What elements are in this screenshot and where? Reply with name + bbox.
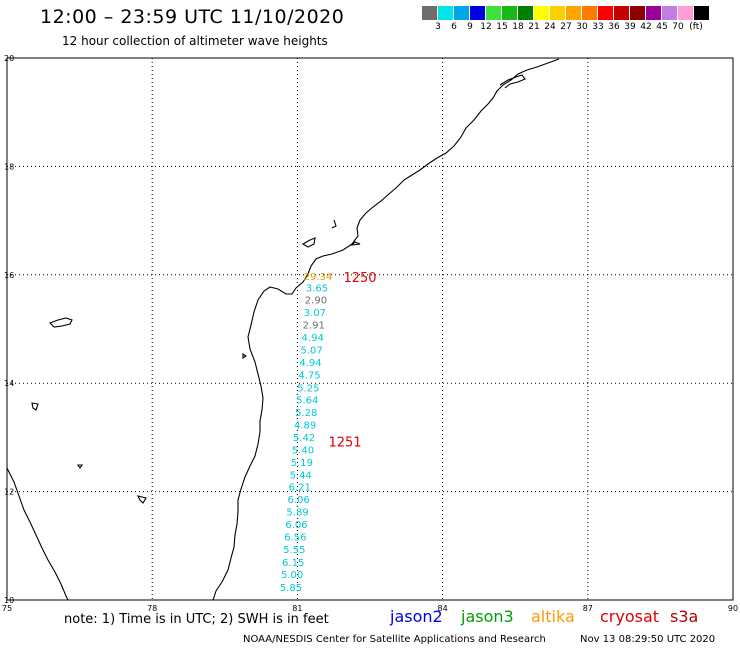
coastline-sri-lanka-tip	[6, 467, 69, 601]
colorbar-label: 6	[451, 22, 457, 32]
colorbar-label: 36	[608, 22, 620, 32]
lat-tick-label: 10	[4, 596, 14, 605]
lon-tick-label: 84	[438, 604, 448, 613]
coastline-inlet	[301, 219, 361, 248]
colorbar-swatch	[470, 6, 486, 20]
wave-height-label: 6.21	[289, 483, 311, 494]
colorbar-swatch	[486, 6, 502, 20]
colorbar-swatch	[598, 6, 614, 20]
wave-height-label: 6.56	[284, 533, 306, 544]
wave-height-label: 6.15	[282, 558, 304, 569]
legend-s3a: s3a	[670, 607, 699, 626]
track-time-label: 1251	[328, 436, 361, 451]
map-grid	[6, 57, 734, 601]
colorbar-swatch	[438, 6, 454, 20]
wave-height-label: 5.89	[286, 508, 308, 519]
track-time-label: 1250	[343, 271, 376, 286]
lat-tick-label: 16	[4, 271, 14, 280]
island-1	[49, 317, 73, 328]
island-2	[31, 402, 39, 411]
colorbar-swatch	[614, 6, 630, 20]
wave-height-label: 5.25	[297, 384, 319, 395]
legend-altika: altika	[531, 607, 575, 626]
wave-height-label: 5.85	[280, 583, 302, 594]
colorbar-label: 33	[592, 22, 604, 32]
lon-tick-label: 75	[2, 604, 12, 613]
colorbar-label: 30	[576, 22, 588, 32]
colorbar-swatch	[534, 6, 550, 20]
colorbar-label: 21	[528, 22, 540, 32]
wave-height-label: 29.34	[304, 272, 333, 283]
colorbar-label: 45	[656, 22, 668, 32]
legend-jason2: jason2	[390, 607, 443, 626]
wave-height-label: 5.44	[290, 470, 312, 481]
island-3	[76, 352, 247, 504]
wave-height-label: 5.07	[300, 346, 322, 357]
colorbar-label: 70	[672, 22, 684, 32]
wave-height-label: 5.42	[293, 433, 315, 444]
lon-tick-label: 87	[583, 604, 593, 613]
colorbar-label: 18	[512, 22, 524, 32]
wave-height-label: 2.90	[305, 296, 327, 307]
wave-height-label: 3.65	[306, 283, 328, 294]
map-tick-labels: 75 78 81 84 87 90 20 18 16 14 12 10	[2, 54, 738, 613]
lon-tick-label: 90	[728, 604, 738, 613]
wave-height-label: 4.75	[298, 371, 320, 382]
colorbar-swatch	[566, 6, 582, 20]
colorbar-label: 24	[544, 22, 556, 32]
map-frame	[6, 57, 734, 601]
wave-height-label: 4.94	[302, 333, 324, 344]
wave-height-label: 5.55	[283, 545, 305, 556]
lon-tick-label: 81	[292, 604, 302, 613]
colorbar-label: 15	[496, 22, 508, 32]
colorbar-swatch	[662, 6, 678, 20]
wave-height-label: 5.28	[295, 408, 317, 419]
colorbar-swatch	[518, 6, 534, 20]
wave-height-label: 5.40	[292, 445, 314, 456]
altimeter-track: 29.343.652.903.072.914.945.074.944.755.2…	[280, 271, 377, 594]
wave-height-label: 5.00	[281, 570, 303, 581]
lat-tick-label: 18	[4, 162, 14, 171]
credit-line: NOAA/NESDIS Center for Satellite Applica…	[243, 634, 546, 645]
colorbar-swatch	[550, 6, 566, 20]
colorbar-label: 12	[480, 22, 492, 32]
colorbar-label: 9	[467, 22, 473, 32]
colorbar-label: 42	[640, 22, 652, 32]
coastline-mainland	[212, 58, 560, 601]
generated-timestamp: Nov 13 08:29:50 UTC 2020	[580, 634, 716, 645]
coastline-bay	[499, 74, 526, 89]
colorbar-swatch	[454, 6, 470, 20]
colorbar-label: 27	[560, 22, 572, 32]
legend-jason3: jason3	[461, 607, 514, 626]
map-title: 12:00 – 23:59 UTC 11/10/2020	[40, 6, 345, 28]
map-subtitle: 12 hour collection of altimeter wave hei…	[62, 34, 328, 48]
colorbar-swatch	[422, 6, 438, 20]
legend-cryosat: cryosat	[600, 607, 660, 626]
colorbar-label: 3	[435, 22, 441, 32]
wave-height-label: 5.19	[291, 458, 313, 469]
colorbar-swatch	[502, 6, 518, 20]
wave-height-label: 2.91	[303, 321, 325, 332]
footnote: note: 1) Time is in UTC; 2) SWH is in fe…	[64, 612, 329, 627]
colorbar-label: (ft)	[689, 22, 703, 32]
colorbar-swatch	[630, 6, 646, 20]
wave-height-label: 6.06	[285, 520, 307, 531]
colorbar-swatch	[678, 6, 694, 20]
wave-height-label: 5.64	[296, 395, 318, 406]
colorbar-label: 39	[624, 22, 636, 32]
colorbar-swatch	[694, 6, 710, 20]
lat-tick-label: 14	[4, 379, 14, 388]
wave-height-label: 4.89	[294, 420, 316, 431]
lon-tick-label: 78	[147, 604, 157, 613]
lat-tick-label: 20	[4, 54, 14, 63]
colorbar-swatch	[582, 6, 598, 20]
wave-height-label: 6.06	[288, 495, 310, 506]
wave-height-colorbar	[422, 6, 710, 20]
wave-height-label: 4.94	[299, 358, 321, 369]
colorbar-swatch	[646, 6, 662, 20]
wave-height-label: 3.07	[304, 308, 326, 319]
lat-tick-label: 12	[4, 488, 14, 497]
